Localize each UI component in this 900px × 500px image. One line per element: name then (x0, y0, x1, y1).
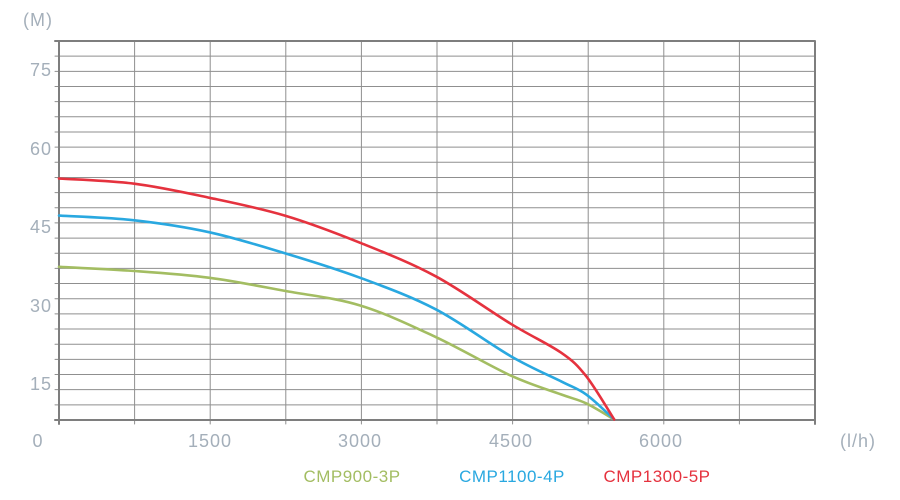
x-tick-label-4500: 4500 (488, 431, 534, 451)
y-tick-label-45: 45 (29, 217, 52, 237)
y-tick-label-30: 30 (29, 296, 52, 316)
x-tick-label-6000: 6000 (638, 431, 684, 451)
legend-item-cmp1100-4p: CMP1100-4P (459, 467, 565, 486)
y-tick-label-60: 60 (29, 139, 52, 159)
curve-cmp900-3p (57, 265, 616, 421)
curve-cmp1100-4p (57, 214, 616, 421)
x-tick-label-1500: 1500 (187, 431, 233, 451)
y-tick-label-15: 15 (29, 374, 52, 394)
grid-lines (54, 40, 816, 425)
legend-item-cmp900-3p: CMP900-3P (303, 467, 401, 486)
x-axis-unit-label: (l/h) (840, 431, 876, 451)
legend-item-cmp1300-5p: CMP1300-5P (603, 467, 711, 486)
y-tick-label-75: 75 (29, 60, 52, 80)
x-tick-label-0: 0 (32, 431, 44, 451)
y-axis-unit-label: (M) (23, 10, 53, 30)
x-tick-label-3000: 3000 (337, 431, 383, 451)
plot-border (54, 40, 816, 425)
curve-cmp1300-5p (57, 177, 616, 421)
